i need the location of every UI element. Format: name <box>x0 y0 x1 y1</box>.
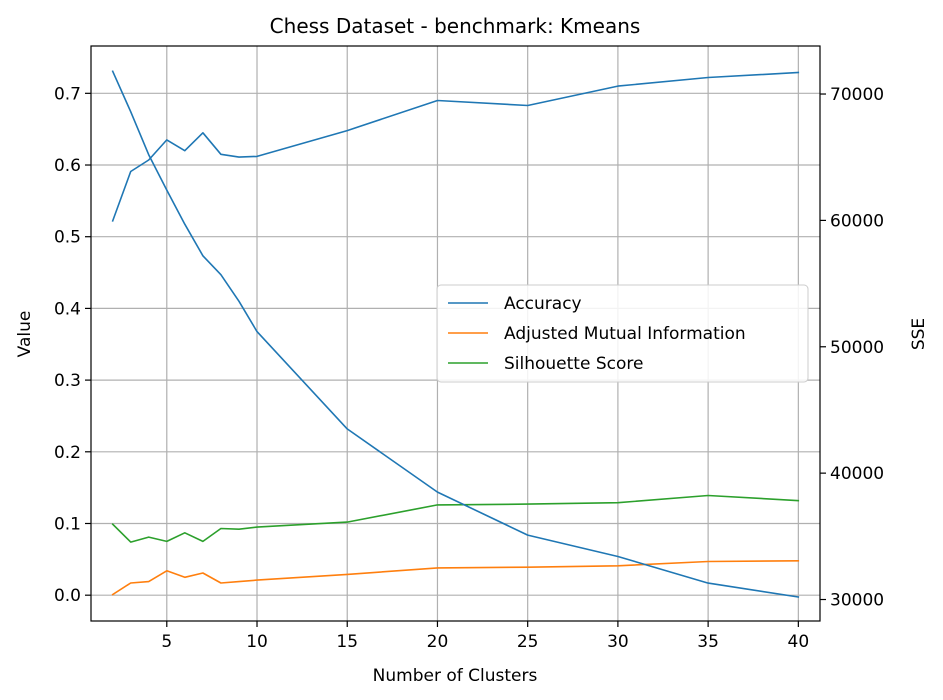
legend-label-adjusted-mutual-information: Adjusted Mutual Information <box>504 324 746 344</box>
y-axis-left: 0.0 0.1 0.2 0.3 0.4 0.5 0.6 0.7 <box>54 84 91 606</box>
series-line-accuracy <box>111 71 800 222</box>
x-tick-label: 10 <box>246 632 268 652</box>
series-line-adjusted-mutual-information <box>111 559 800 596</box>
plot-frame <box>90 45 821 622</box>
legend: Accuracy Adjusted Mutual Information Silho… <box>436 284 809 383</box>
legend-label-accuracy: Accuracy <box>504 294 582 314</box>
legend-box <box>436 284 809 383</box>
y-tick-label: 0.4 <box>54 299 81 319</box>
x-tick-label: 15 <box>336 632 358 652</box>
chart-title: Chess Dataset - benchmark: Kmeans <box>270 14 641 38</box>
y-tick-label: 0.5 <box>54 228 81 248</box>
y-tick-label: 0.2 <box>54 443 81 463</box>
x-axis-title: Number of Clusters <box>373 666 538 686</box>
x-axis: 5 10 15 20 25 30 35 40 <box>161 621 809 652</box>
x-tick-label: 5 <box>161 632 172 652</box>
x-tick-label: 35 <box>697 632 719 652</box>
y2-tick-label: 70000 <box>830 85 884 105</box>
y-tick-label: 0.7 <box>54 84 81 104</box>
legend-label-silhouette-score: Silhouette Score <box>504 354 643 374</box>
x-tick-label: 20 <box>427 632 449 652</box>
y-tick-label: 0.6 <box>54 156 81 176</box>
series-line-sse <box>111 70 800 598</box>
y2-tick-label: 30000 <box>830 591 884 611</box>
x-tick-label: 40 <box>788 632 810 652</box>
series-line-silhouette-score <box>111 494 800 543</box>
y-axis-right: 30000 40000 50000 60000 70000 <box>820 85 884 611</box>
y-tick-label: 0.0 <box>54 586 81 606</box>
y-tick-label: 0.3 <box>54 371 81 391</box>
y-axis-title: Value <box>15 311 35 358</box>
y2-tick-label: 50000 <box>830 338 884 358</box>
y-tick-label: 0.1 <box>54 514 81 534</box>
y2-tick-label: 60000 <box>830 211 884 231</box>
x-tick-label: 25 <box>517 632 539 652</box>
y2-axis-title: SSE <box>909 318 929 350</box>
y2-tick-label: 40000 <box>830 464 884 484</box>
x-tick-label: 30 <box>607 632 629 652</box>
series-layer <box>111 70 800 598</box>
